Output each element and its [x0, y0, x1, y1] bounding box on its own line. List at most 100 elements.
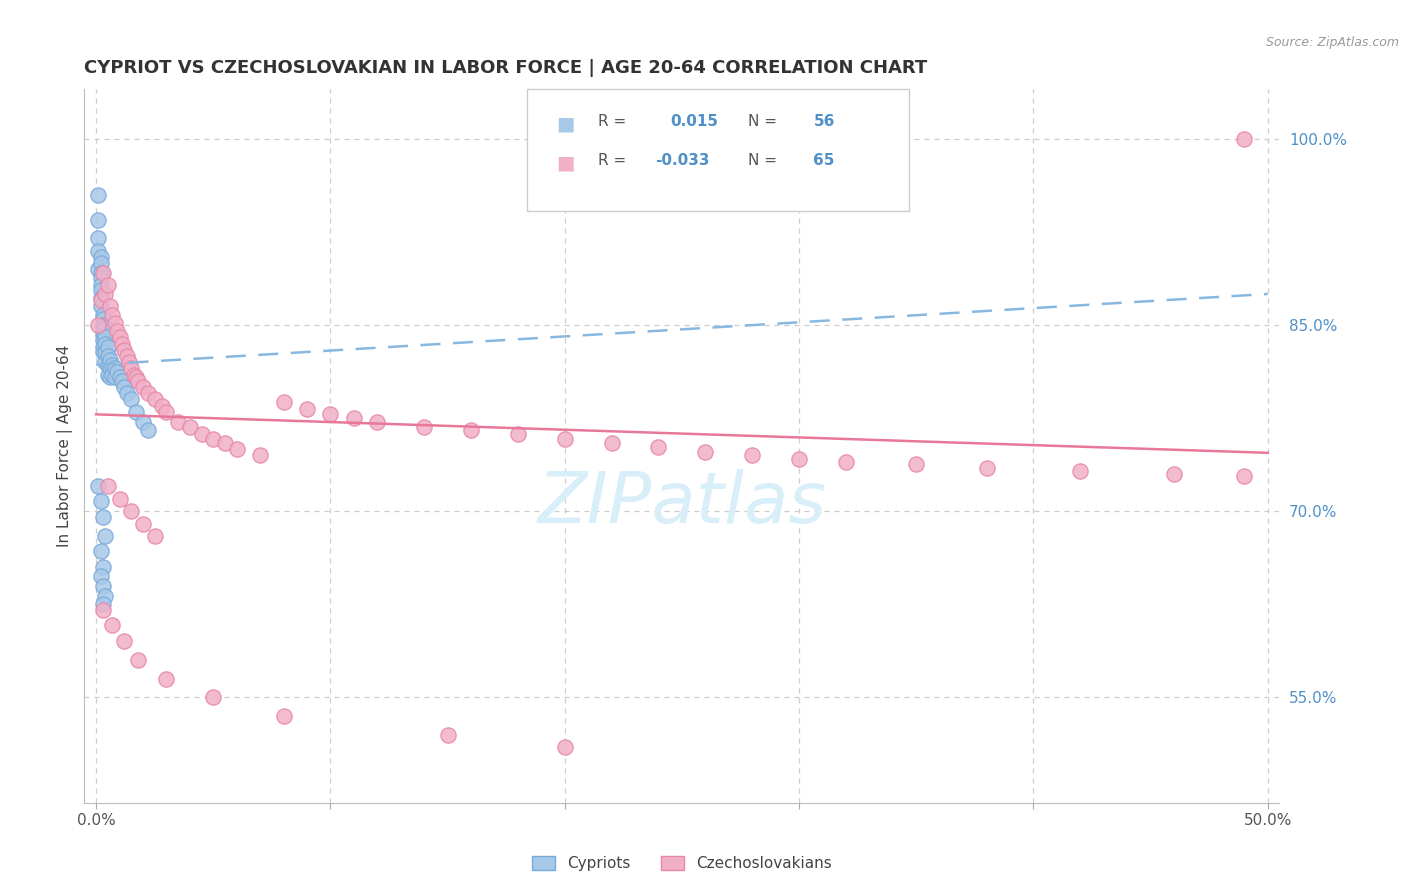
FancyBboxPatch shape — [527, 89, 910, 211]
Point — [87, 187, 110, 202]
Point — [120, 504, 142, 518]
Point — [91, 579, 114, 593]
Point — [976, 460, 998, 475]
Text: ■: ■ — [557, 114, 575, 133]
Point — [104, 370, 127, 384]
Point — [120, 361, 142, 376]
Point — [1233, 132, 1256, 146]
Point — [136, 424, 159, 438]
Point — [101, 308, 124, 322]
Point — [91, 266, 114, 280]
Point — [104, 316, 127, 330]
Point — [436, 727, 458, 741]
Point — [101, 618, 124, 632]
Legend: Cypriots, Czechoslovakians: Cypriots, Czechoslovakians — [526, 850, 838, 877]
Text: CYPRIOT VS CZECHOSLOVAKIAN IN LABOR FORCE | AGE 20-64 CORRELATION CHART: CYPRIOT VS CZECHOSLOVAKIAN IN LABOR FORC… — [84, 59, 928, 77]
Point — [132, 415, 155, 429]
Point — [132, 380, 155, 394]
Point — [90, 291, 112, 305]
Point — [1069, 465, 1091, 479]
Point — [90, 568, 112, 582]
Text: 56: 56 — [814, 114, 835, 129]
Point — [90, 293, 112, 308]
Point — [273, 395, 295, 409]
Point — [108, 330, 131, 344]
Point — [202, 690, 225, 705]
Point — [91, 308, 114, 322]
Point — [91, 333, 114, 347]
Point — [554, 739, 576, 754]
Point — [741, 448, 763, 462]
Point — [695, 444, 717, 458]
Text: ZIPatlas: ZIPatlas — [537, 468, 827, 538]
Point — [115, 349, 138, 363]
Point — [647, 440, 669, 454]
Point — [295, 402, 318, 417]
Point — [90, 283, 112, 297]
Point — [90, 278, 112, 293]
Point — [127, 653, 149, 667]
Point — [90, 270, 112, 285]
Point — [90, 494, 112, 508]
Point — [91, 510, 114, 524]
Point — [125, 370, 148, 384]
Point — [91, 327, 114, 342]
Point — [214, 436, 236, 450]
Point — [90, 250, 112, 264]
Text: 65: 65 — [814, 153, 835, 169]
Text: R =: R = — [599, 153, 631, 169]
Point — [94, 336, 117, 351]
Point — [90, 266, 112, 280]
Point — [87, 231, 110, 245]
Point — [98, 352, 121, 367]
Point — [1233, 469, 1256, 483]
Point — [554, 432, 576, 446]
Point — [98, 370, 121, 384]
Point — [91, 340, 114, 354]
Point — [112, 380, 135, 394]
Point — [108, 491, 131, 506]
Point — [366, 415, 388, 429]
Point — [787, 452, 810, 467]
Point — [94, 589, 117, 603]
Point — [1163, 467, 1185, 481]
Point — [97, 479, 120, 493]
Point — [143, 529, 166, 543]
Point — [91, 560, 114, 574]
Point — [150, 399, 173, 413]
Text: -0.033: -0.033 — [655, 153, 710, 169]
Point — [98, 299, 121, 313]
Y-axis label: In Labor Force | Age 20-64: In Labor Force | Age 20-64 — [58, 345, 73, 547]
Point — [87, 479, 110, 493]
Point — [94, 287, 117, 301]
Point — [600, 436, 623, 450]
Point — [905, 457, 928, 471]
Point — [506, 427, 529, 442]
Point — [835, 454, 858, 468]
Point — [112, 343, 135, 357]
Point — [91, 597, 114, 611]
Point — [97, 358, 120, 372]
Point — [343, 411, 366, 425]
Point — [136, 386, 159, 401]
Point — [125, 405, 148, 419]
Point — [413, 419, 436, 434]
Point — [112, 634, 135, 648]
Point — [155, 672, 177, 686]
Point — [87, 212, 110, 227]
Point — [249, 448, 271, 462]
Point — [108, 370, 131, 384]
Point — [91, 311, 114, 326]
Point — [101, 358, 124, 372]
Point — [460, 424, 482, 438]
Point — [105, 365, 128, 379]
Point — [111, 374, 134, 388]
Point — [118, 355, 141, 369]
Point — [202, 432, 225, 446]
Point — [132, 516, 155, 531]
Text: N =: N = — [748, 114, 782, 129]
Point — [127, 374, 149, 388]
Point — [91, 318, 114, 332]
Text: N =: N = — [748, 153, 782, 169]
Point — [179, 419, 201, 434]
